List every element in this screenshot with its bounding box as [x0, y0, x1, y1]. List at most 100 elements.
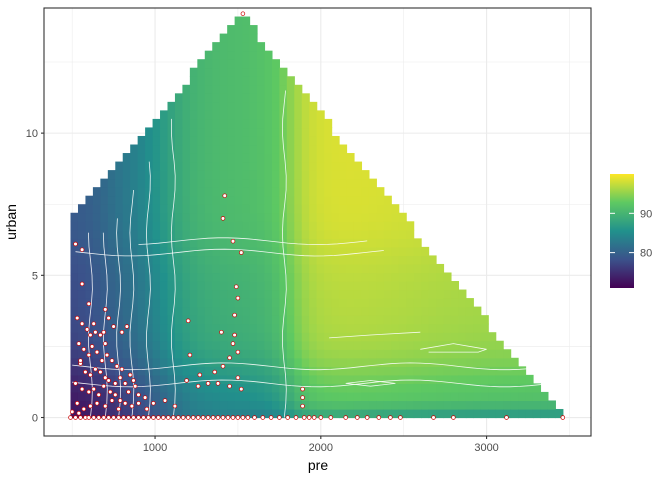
data-point: [69, 409, 75, 415]
data-point: [114, 364, 120, 369]
data-point: [81, 406, 87, 412]
data-point: [187, 352, 193, 358]
data-point: [98, 332, 103, 338]
data-point: [230, 238, 236, 244]
data-point: [200, 415, 206, 420]
data-point: [234, 284, 239, 289]
data-point: [364, 415, 370, 420]
data-point: [136, 401, 141, 406]
data-point: [122, 381, 128, 386]
data-point: [129, 403, 135, 409]
data-point: [116, 406, 121, 412]
data-point: [277, 415, 282, 420]
data-point: [106, 378, 111, 383]
data-point: [74, 401, 80, 406]
data-point: [220, 415, 226, 420]
data-point: [239, 250, 244, 255]
data-point: [117, 375, 123, 380]
y-axis-title: urban: [3, 204, 19, 240]
data-point: [86, 301, 92, 307]
data-point: [232, 312, 237, 318]
data-point: [99, 358, 105, 363]
data-point: [79, 386, 85, 392]
data-point: [215, 415, 221, 420]
data-point: [451, 415, 456, 420]
data-point: [78, 415, 83, 420]
data-point: [161, 415, 166, 420]
data-point: [78, 358, 83, 363]
data-point: [113, 381, 118, 386]
legend-tick-label: 80: [640, 248, 652, 260]
data-point: [83, 369, 88, 375]
x-axis: 1000 2000 3000: [143, 436, 499, 454]
data-point: [227, 383, 232, 389]
data-point: [210, 415, 216, 420]
data-point: [141, 415, 146, 420]
data-point: [98, 369, 103, 375]
data-point: [220, 216, 226, 221]
data-point: [101, 329, 106, 335]
data-point: [106, 315, 111, 321]
x-tick-label: 3000: [474, 442, 498, 454]
data-point: [73, 241, 78, 247]
data-point: [301, 415, 307, 420]
data-point: [103, 307, 108, 312]
legend-colorbar: [610, 174, 634, 288]
data-point: [94, 349, 100, 355]
data-point: [230, 415, 236, 420]
data-point: [235, 295, 241, 301]
data-point: [86, 389, 92, 395]
data-point: [142, 395, 148, 400]
data-point: [126, 389, 131, 395]
data-point: [119, 366, 125, 372]
data-point: [127, 372, 133, 378]
data-point: [260, 415, 266, 420]
data-point: [117, 398, 123, 403]
data-point: [144, 406, 150, 412]
data-point: [222, 193, 227, 198]
data-point: [122, 401, 128, 406]
data-point: [109, 398, 115, 403]
data-point: [79, 321, 85, 326]
data-points: [68, 11, 566, 420]
data-point: [111, 324, 116, 329]
data-point: [245, 415, 251, 420]
data-point: [68, 415, 73, 420]
data-point: [185, 415, 191, 420]
data-point: [235, 375, 241, 380]
data-point: [431, 415, 436, 420]
data-point: [388, 415, 393, 420]
data-point: [104, 352, 110, 358]
data-point: [195, 415, 201, 420]
data-point: [94, 401, 100, 406]
data-point: [306, 415, 312, 420]
data-point: [205, 381, 211, 386]
panel-border: [43, 7, 592, 437]
data-point: [184, 378, 189, 383]
data-point: [215, 381, 221, 386]
data-point: [252, 415, 257, 420]
data-point: [121, 415, 126, 420]
data-point: [124, 324, 130, 329]
data-point: [300, 386, 305, 392]
data-point: [176, 415, 181, 420]
data-point: [190, 415, 196, 420]
data-point: [79, 281, 85, 287]
data-point: [88, 372, 93, 378]
data-point: [293, 415, 299, 420]
data-point: [300, 395, 305, 400]
data-point: [103, 403, 108, 409]
data-point: [131, 415, 136, 420]
data-point: [103, 341, 108, 346]
data-point: [162, 398, 168, 403]
data-point: [106, 415, 111, 420]
data-point: [79, 247, 85, 252]
data-point: [311, 415, 317, 420]
data-point: [86, 352, 92, 358]
data-point: [240, 11, 246, 16]
data-point: [220, 364, 226, 369]
x-axis-title: pre: [308, 457, 328, 473]
data-point: [171, 415, 176, 420]
data-point: [398, 415, 403, 420]
